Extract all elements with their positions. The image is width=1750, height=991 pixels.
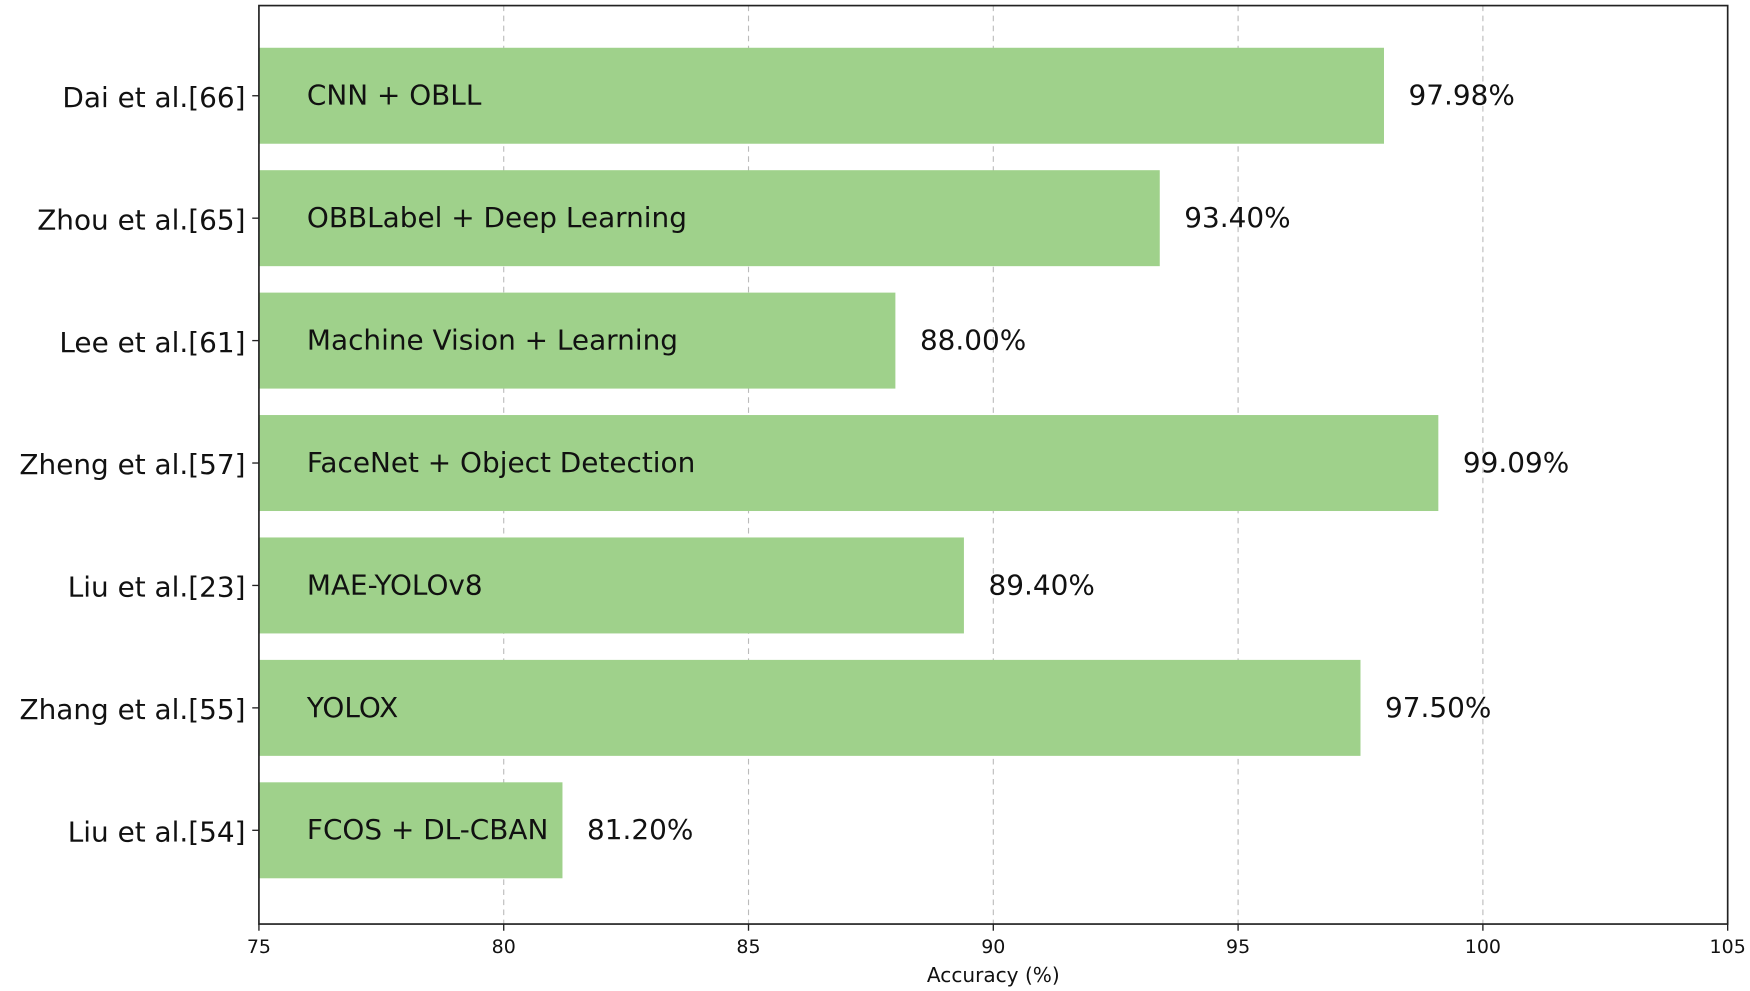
- y-tick-label: Liu et al.[23]: [68, 571, 246, 604]
- x-axis-label: Accuracy (%): [927, 963, 1060, 987]
- bar: [258, 170, 1160, 267]
- bar-method-label: CNN + OBLL: [307, 79, 482, 112]
- y-tick-label: Zhang et al.[55]: [19, 693, 245, 726]
- y-tick-label: Zhou et al.[65]: [37, 203, 245, 236]
- y-tick-label: Dai et al.[66]: [62, 81, 245, 114]
- x-tick-label: 85: [736, 936, 760, 958]
- x-tick-label: 95: [1226, 936, 1250, 958]
- bar: [258, 782, 563, 879]
- bar-method-label: MAE-YOLOv8: [307, 568, 483, 601]
- bars: CNN + OBLL 97.98% OBBLabel + Deep Learning…: [258, 47, 1569, 879]
- bar-value-label: 97.50%: [1385, 691, 1491, 724]
- x-tick-label: 105: [1710, 936, 1746, 958]
- y-tick-label: Lee et al.[61]: [59, 326, 245, 359]
- bar-method-label: YOLOX: [306, 691, 398, 724]
- bar: [258, 659, 1361, 756]
- bar-method-label: FCOS + DL-CBAN: [307, 813, 548, 846]
- x-tick-label: 80: [492, 936, 516, 958]
- bar-value-label: 99.09%: [1463, 446, 1569, 479]
- bar: [258, 415, 1439, 512]
- x-tick-label: 90: [981, 936, 1005, 958]
- bar: [258, 47, 1384, 144]
- bar-method-label: Machine Vision + Learning: [307, 324, 678, 357]
- bar-method-label: FaceNet + Object Detection: [307, 446, 695, 479]
- bar: [258, 292, 896, 389]
- bar-method-label: OBBLabel + Deep Learning: [307, 201, 687, 234]
- bar: [258, 537, 964, 634]
- bar-value-label: 89.40%: [988, 568, 1094, 601]
- y-tick-label: Zheng et al.[57]: [19, 448, 245, 481]
- x-tick-label: 100: [1465, 936, 1501, 958]
- bar-value-label: 93.40%: [1184, 201, 1290, 234]
- bar-value-label: 88.00%: [920, 324, 1026, 357]
- bar-value-label: 81.20%: [587, 813, 693, 846]
- x-ticks: 75 80 85 90 95 100 105: [247, 924, 1746, 958]
- x-tick-label: 75: [247, 936, 271, 958]
- bar-value-label: 97.98%: [1409, 79, 1515, 112]
- y-tick-labels: Dai et al.[66] Zhou et al.[65] Lee et al.[…: [19, 81, 259, 848]
- y-tick-label: Liu et al.[54]: [68, 815, 246, 848]
